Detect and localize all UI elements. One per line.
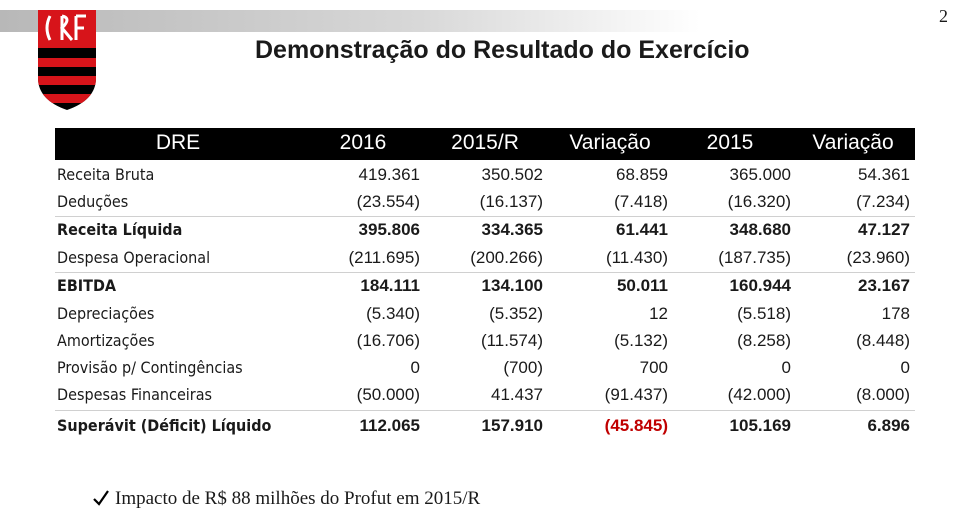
cell: (8.000) <box>856 385 910 404</box>
cell: (50.000) <box>356 385 420 404</box>
cell: 160.944 <box>729 276 791 295</box>
cell: (5.340) <box>366 304 420 323</box>
row-label: Amortizações <box>57 331 155 350</box>
cell: 61.441 <box>616 220 668 239</box>
cell: (5.518) <box>737 304 791 323</box>
cell: 134.100 <box>481 276 543 295</box>
cell: (45.845) <box>604 416 668 435</box>
cell: (7.234) <box>856 192 910 211</box>
footnote: Impacto de R$ 88 milhões do Profut em 20… <box>115 488 481 509</box>
row-label: Deduções <box>57 192 129 211</box>
page-number: 2 <box>939 6 948 26</box>
cell: 350.502 <box>481 165 543 184</box>
cell: (23.960) <box>846 248 910 267</box>
cell: 334.365 <box>481 220 543 239</box>
cell: 105.169 <box>729 416 791 435</box>
cell: 700 <box>639 358 668 377</box>
cell: 395.806 <box>358 220 420 239</box>
header-cell: Variação <box>812 131 894 154</box>
cell: 50.011 <box>616 276 668 295</box>
cell: (5.352) <box>489 304 543 323</box>
title: Demonstração do Resultado do Exercício <box>255 36 750 64</box>
logo <box>38 10 96 110</box>
cell: (211.695) <box>348 248 420 267</box>
cell: (16.137) <box>479 192 543 211</box>
cell: (16.320) <box>727 192 791 211</box>
row-label: Despesa Operacional <box>57 248 211 267</box>
cell: 0 <box>410 358 420 377</box>
row-label: Depreciações <box>57 304 155 323</box>
cell: 0 <box>900 358 910 377</box>
cell: 365.000 <box>729 165 791 184</box>
cell: 54.361 <box>858 165 910 184</box>
cell: (8.258) <box>737 331 791 350</box>
cell: 6.896 <box>867 416 910 435</box>
cell: (700) <box>503 358 543 377</box>
cell: 12 <box>649 304 668 323</box>
cell: 419.361 <box>358 165 420 184</box>
cell: (187.735) <box>718 248 791 267</box>
row-separator <box>55 216 915 217</box>
row-separator <box>55 272 915 273</box>
cell: 178 <box>881 304 910 323</box>
row-label: Receita Bruta <box>57 165 155 184</box>
header-cell: DRE <box>155 131 201 154</box>
cell: 68.859 <box>616 165 668 184</box>
cell: 157.910 <box>481 416 543 435</box>
header-cell: Variação <box>569 131 651 154</box>
cell: 112.065 <box>359 416 420 435</box>
cell: (8.448) <box>856 331 910 350</box>
cell: 23.167 <box>858 276 910 295</box>
row-label: Superávit (Déficit) Líquido <box>57 416 272 435</box>
cell: (5.132) <box>614 331 668 350</box>
cell: (16.706) <box>356 331 420 350</box>
cell: (7.418) <box>614 192 668 211</box>
cell: 47.127 <box>858 220 910 239</box>
row-separator <box>55 410 915 411</box>
cell: 41.437 <box>491 385 543 404</box>
cell: 184.111 <box>360 276 420 295</box>
table-header <box>55 128 915 160</box>
cell: (11.430) <box>605 248 668 267</box>
cell: (42.000) <box>727 385 791 404</box>
check-icon <box>93 490 109 506</box>
row-label: Provisão p/ Contingências <box>57 358 243 377</box>
row-label: Despesas Financeiras <box>57 385 213 404</box>
header-cell: 2016 <box>339 131 387 154</box>
cell: (91.437) <box>604 385 668 404</box>
row-label: Receita Líquida <box>57 220 183 239</box>
cell: 0 <box>781 358 791 377</box>
cell: (11.574) <box>480 331 543 350</box>
cell: (200.266) <box>470 248 543 267</box>
header-cell: 2015/R <box>451 131 519 154</box>
header-band <box>0 10 700 32</box>
header-cell: 2015 <box>706 131 754 154</box>
cell: (23.554) <box>356 192 420 211</box>
row-label: EBITDA <box>57 276 117 295</box>
cell: 348.680 <box>729 220 791 239</box>
